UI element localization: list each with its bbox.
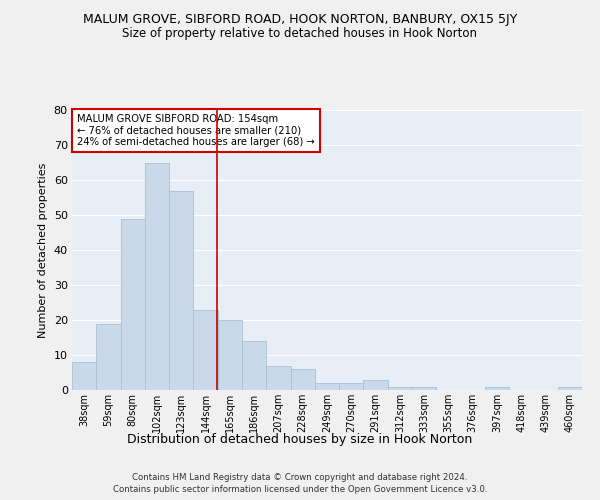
Y-axis label: Number of detached properties: Number of detached properties xyxy=(38,162,48,338)
Bar xyxy=(485,386,509,390)
Bar xyxy=(96,324,121,390)
Bar xyxy=(364,380,388,390)
Bar xyxy=(558,386,582,390)
Bar xyxy=(412,386,436,390)
Bar xyxy=(388,386,412,390)
Bar xyxy=(169,190,193,390)
Bar xyxy=(315,383,339,390)
Text: Size of property relative to detached houses in Hook Norton: Size of property relative to detached ho… xyxy=(122,28,478,40)
Bar xyxy=(339,383,364,390)
Bar xyxy=(72,362,96,390)
Text: Contains HM Land Registry data © Crown copyright and database right 2024.: Contains HM Land Registry data © Crown c… xyxy=(132,472,468,482)
Bar xyxy=(145,162,169,390)
Text: MALUM GROVE SIBFORD ROAD: 154sqm
← 76% of detached houses are smaller (210)
24% : MALUM GROVE SIBFORD ROAD: 154sqm ← 76% o… xyxy=(77,114,315,148)
Text: Distribution of detached houses by size in Hook Norton: Distribution of detached houses by size … xyxy=(127,432,473,446)
Bar xyxy=(266,366,290,390)
Bar xyxy=(121,218,145,390)
Bar xyxy=(218,320,242,390)
Bar xyxy=(193,310,218,390)
Text: Contains public sector information licensed under the Open Government Licence v3: Contains public sector information licen… xyxy=(113,485,487,494)
Text: MALUM GROVE, SIBFORD ROAD, HOOK NORTON, BANBURY, OX15 5JY: MALUM GROVE, SIBFORD ROAD, HOOK NORTON, … xyxy=(83,12,517,26)
Bar xyxy=(290,369,315,390)
Bar xyxy=(242,341,266,390)
